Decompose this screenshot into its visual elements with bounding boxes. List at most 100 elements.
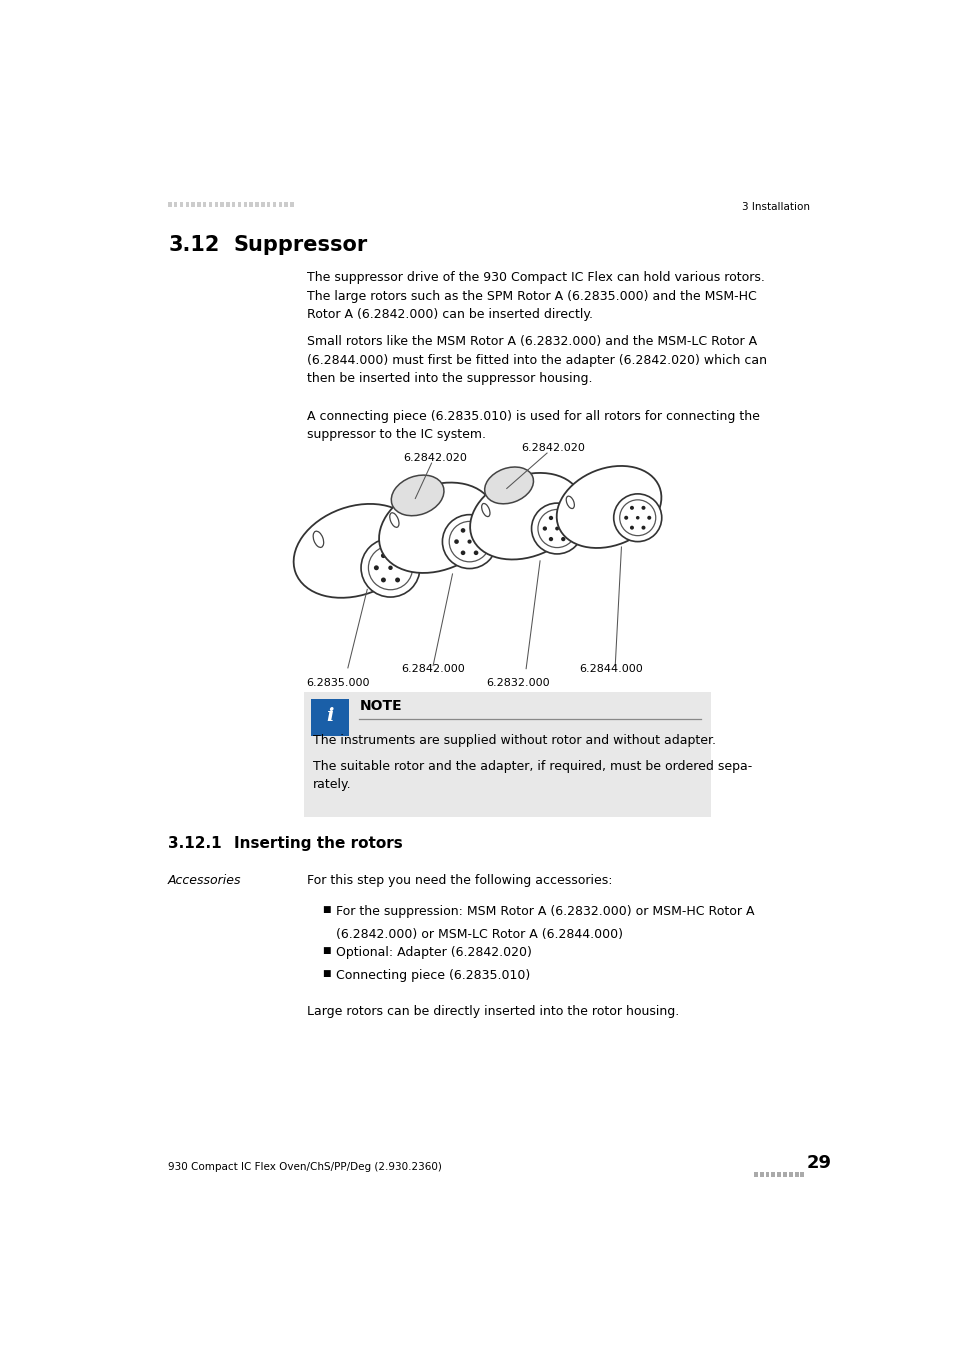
Circle shape <box>449 521 490 562</box>
Ellipse shape <box>313 531 323 547</box>
Bar <box>261 202 264 207</box>
Text: Suppressor: Suppressor <box>233 235 368 255</box>
Circle shape <box>368 545 412 590</box>
Bar <box>284 202 288 207</box>
Text: Large rotors can be directly inserted into the rotor housing.: Large rotors can be directly inserted in… <box>307 1006 679 1018</box>
Circle shape <box>548 516 553 520</box>
Text: 930 Compact IC Flex Oven/ChS/PP/Deg (2.930.2360): 930 Compact IC Flex Oven/ChS/PP/Deg (2.9… <box>168 1162 441 1172</box>
Ellipse shape <box>470 472 581 559</box>
Text: 6.2842.020: 6.2842.020 <box>520 443 584 454</box>
Bar <box>179 202 183 207</box>
Circle shape <box>629 506 634 510</box>
Text: 3.12.1: 3.12.1 <box>168 836 221 850</box>
Text: 6.2842.020: 6.2842.020 <box>403 454 467 463</box>
Circle shape <box>619 500 655 536</box>
Circle shape <box>388 566 393 570</box>
Bar <box>192 202 194 207</box>
Ellipse shape <box>557 466 660 548</box>
Text: 6.2842.000: 6.2842.000 <box>401 664 464 674</box>
Text: ■: ■ <box>322 946 331 954</box>
Bar <box>278 202 282 207</box>
Text: 3 Installation: 3 Installation <box>741 202 809 212</box>
Circle shape <box>640 525 645 529</box>
Text: 6.2835.000: 6.2835.000 <box>306 678 369 688</box>
Bar <box>197 202 200 207</box>
Circle shape <box>636 516 639 520</box>
Circle shape <box>395 578 399 582</box>
Ellipse shape <box>566 497 574 509</box>
Bar <box>255 202 258 207</box>
Circle shape <box>567 526 571 531</box>
Bar <box>800 1172 803 1177</box>
Bar <box>237 202 241 207</box>
Circle shape <box>646 516 651 520</box>
Bar <box>267 202 270 207</box>
Text: For the suppression: MSM Rotor A (6.2832.000) or MSM-HC Rotor A: For the suppression: MSM Rotor A (6.2832… <box>335 904 754 918</box>
Ellipse shape <box>378 482 495 572</box>
Text: 6.2832.000: 6.2832.000 <box>486 678 550 688</box>
Circle shape <box>560 537 565 541</box>
Bar <box>168 202 172 207</box>
Circle shape <box>623 516 627 520</box>
Circle shape <box>531 504 582 554</box>
Circle shape <box>640 506 645 510</box>
Bar <box>214 202 218 207</box>
Circle shape <box>442 514 497 568</box>
Bar <box>232 202 235 207</box>
Ellipse shape <box>391 475 443 516</box>
Bar <box>220 202 224 207</box>
Text: (6.2842.000) or MSM-LC Rotor A (6.2844.000): (6.2842.000) or MSM-LC Rotor A (6.2844.0… <box>335 929 622 941</box>
Text: A connecting piece (6.2835.010) is used for all rotors for connecting the
suppre: A connecting piece (6.2835.010) is used … <box>307 410 759 441</box>
Circle shape <box>402 566 407 570</box>
Text: 6.2844.000: 6.2844.000 <box>578 664 642 674</box>
Text: Connecting piece (6.2835.010): Connecting piece (6.2835.010) <box>335 969 530 981</box>
Bar <box>209 202 212 207</box>
Ellipse shape <box>390 513 398 528</box>
Circle shape <box>474 528 477 533</box>
Bar <box>771 1172 775 1177</box>
Text: Accessories: Accessories <box>168 875 241 887</box>
Bar <box>788 1172 792 1177</box>
Circle shape <box>380 578 386 582</box>
Bar <box>243 202 247 207</box>
Circle shape <box>360 539 419 597</box>
Circle shape <box>613 494 661 541</box>
Circle shape <box>460 551 465 555</box>
Text: The suppressor drive of the 930 Compact IC Flex can hold various rotors.
The lar: The suppressor drive of the 930 Compact … <box>307 271 764 321</box>
Bar <box>794 1172 798 1177</box>
Bar <box>226 202 230 207</box>
Bar <box>273 202 276 207</box>
Bar <box>290 202 294 207</box>
Text: i: i <box>326 707 334 725</box>
Text: Inserting the rotors: Inserting the rotors <box>233 836 402 850</box>
Circle shape <box>537 509 576 548</box>
Text: The instruments are supplied without rotor and without adapter.: The instruments are supplied without rot… <box>313 734 716 747</box>
Circle shape <box>548 537 553 541</box>
Text: 29: 29 <box>805 1154 831 1172</box>
Bar <box>311 699 348 736</box>
Text: 3.12: 3.12 <box>168 235 219 255</box>
Ellipse shape <box>294 504 417 598</box>
Bar <box>185 202 189 207</box>
Circle shape <box>542 526 546 531</box>
Circle shape <box>454 539 458 544</box>
Circle shape <box>467 540 471 544</box>
Bar <box>303 691 710 817</box>
Circle shape <box>460 528 465 533</box>
Text: The suitable rotor and the adapter, if required, must be ordered sepa-
rately.: The suitable rotor and the adapter, if r… <box>313 760 752 791</box>
Ellipse shape <box>481 504 490 517</box>
Text: Optional: Adapter (6.2842.020): Optional: Adapter (6.2842.020) <box>335 946 532 958</box>
Circle shape <box>380 554 386 558</box>
Text: ■: ■ <box>322 969 331 977</box>
Text: NOTE: NOTE <box>359 699 402 713</box>
Bar <box>203 202 206 207</box>
Bar <box>759 1172 762 1177</box>
Circle shape <box>629 525 634 529</box>
Bar <box>782 1172 786 1177</box>
Bar <box>777 1172 781 1177</box>
Text: Small rotors like the MSM Rotor A (6.2832.000) and the MSM-LC Rotor A
(6.2844.00: Small rotors like the MSM Rotor A (6.283… <box>307 335 766 385</box>
Circle shape <box>479 539 484 544</box>
Circle shape <box>374 566 378 570</box>
Circle shape <box>560 516 565 520</box>
Bar <box>765 1172 769 1177</box>
